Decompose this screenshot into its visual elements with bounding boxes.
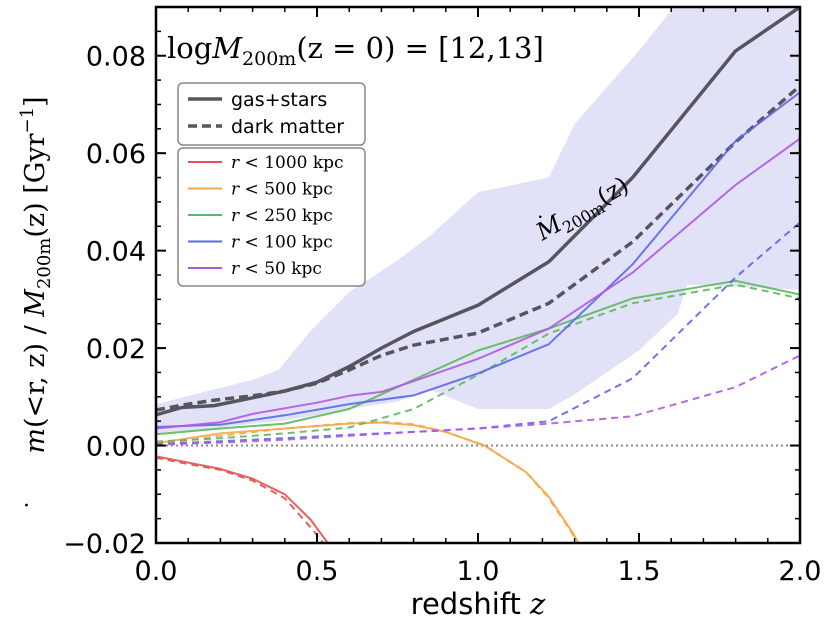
legend-radius-label: r < 500 kpc	[231, 180, 333, 200]
legend-radius-label: r < 100 kpc	[231, 233, 333, 253]
y-axis-label: m(<r, z) / M200m(z) [Gyr−1]	[17, 96, 55, 453]
y-axis-label-dot: ·	[23, 494, 30, 519]
scatter-band	[156, 7, 800, 434]
x-tick-label: 0.5	[296, 556, 339, 587]
legend-radius-label: r < 250 kpc	[231, 206, 333, 226]
y-tick-label: 0.00	[86, 432, 146, 463]
axis-ticks: 0.0 0.5 1.0 1.5 2.0 −0.02 0.00 0.02 0.04 0.06 0.08	[63, 6, 822, 587]
x-tick-label: 1.0	[457, 556, 500, 587]
y-tick-label: −0.02	[63, 529, 146, 560]
series-line-5	[156, 420, 579, 543]
series-line-0	[156, 7, 800, 417]
legend-radius-label: r < 50 kpc	[231, 259, 322, 279]
series-layer	[156, 7, 800, 543]
y-tick-label: 0.02	[86, 334, 146, 365]
legend-label: dark matter	[231, 116, 344, 138]
series-line-7	[156, 283, 800, 443]
series-line-1	[156, 84, 800, 412]
x-tick-label: 0.0	[135, 556, 178, 587]
series-line-10	[156, 137, 800, 430]
y-tick-label: 0.04	[86, 237, 146, 268]
scatter-band-area	[156, 7, 800, 434]
legend-top: gas+stars dark matter	[177, 82, 366, 146]
legend-radii: r < 1000 kpc r < 500 kpc r < 250 kpc r < 10…	[177, 147, 366, 287]
y-tick-label: 0.06	[86, 139, 146, 170]
x-tick-label: 2.0	[779, 556, 822, 587]
legend-radius-label: r < 1000 kpc	[231, 153, 344, 173]
x-axis-label: redshift z	[411, 587, 546, 621]
series-line-3	[156, 456, 325, 543]
y-tick-label: 0.08	[86, 42, 146, 73]
x-tick-label: 1.5	[618, 556, 661, 587]
series-line-2	[156, 455, 329, 543]
chart-title: logM200m(z = 0) = [12,13]	[167, 31, 544, 70]
series-line-6	[156, 279, 800, 436]
legend-label: gas+stars	[231, 89, 327, 111]
series-line-8	[156, 91, 800, 428]
series-line-11	[156, 354, 800, 446]
